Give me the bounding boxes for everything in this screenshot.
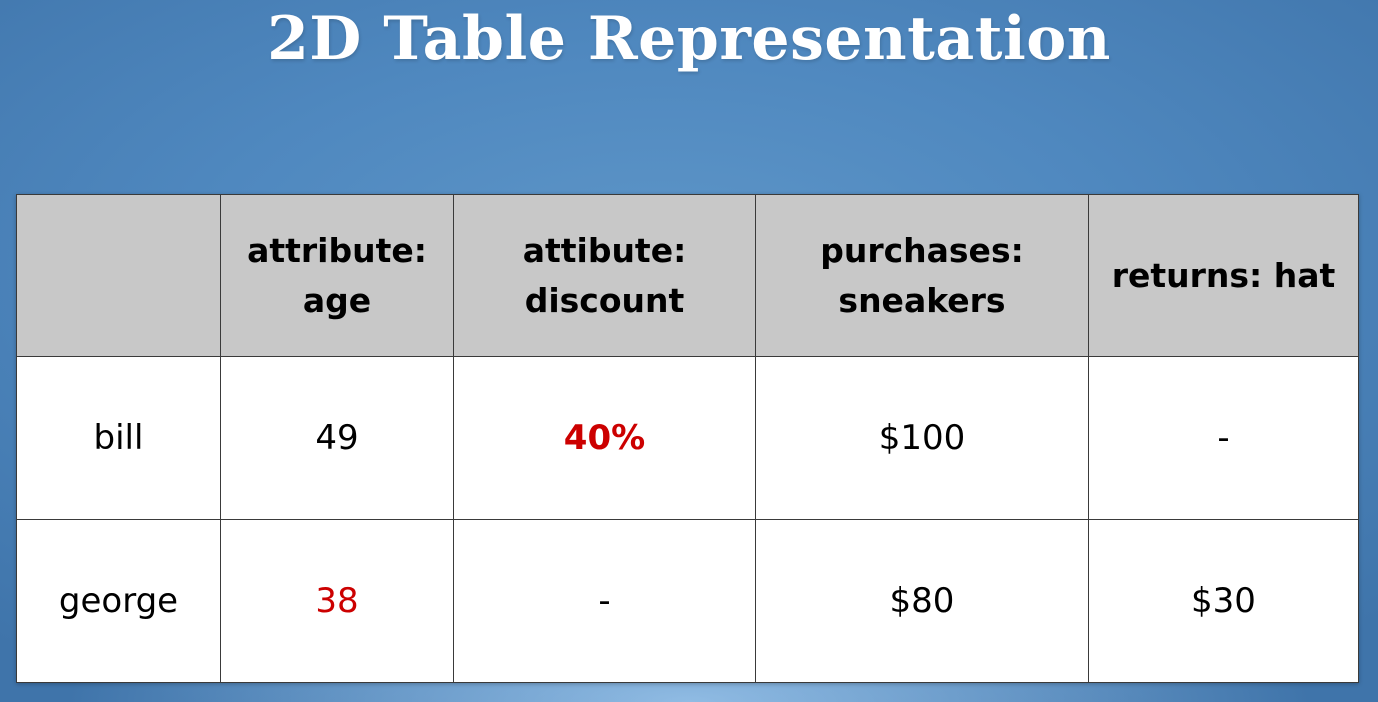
table-row: george 38 - $80 $30 xyxy=(16,519,1359,683)
cell-george-hat-returns: $30 xyxy=(1088,519,1359,683)
cell-george-discount: - xyxy=(453,519,756,683)
header-cell-attribute-discount: attibute: discount xyxy=(453,194,756,357)
cell-george-age: 38 xyxy=(220,519,454,683)
header-label: returns: hat xyxy=(1111,255,1336,295)
header-cell-purchases-sneakers: purchases: sneakers xyxy=(755,194,1089,357)
row-label-george: george xyxy=(16,519,221,683)
header-label: attibute: discount xyxy=(522,230,687,320)
cell-bill-age: 49 xyxy=(220,356,454,520)
slide-title: 2D Table Representation xyxy=(267,4,1111,74)
cell-george-sneakers: $80 xyxy=(755,519,1089,683)
row-label-bill: bill xyxy=(16,356,221,520)
table-header-row: attribute: age attibute: discount purcha… xyxy=(16,194,1359,357)
header-cell-attribute-age: attribute: age xyxy=(220,194,454,357)
header-label: attribute: age xyxy=(247,230,427,320)
header-label: purchases: sneakers xyxy=(820,230,1024,320)
cell-bill-sneakers: $100 xyxy=(755,356,1089,520)
data-table: attribute: age attibute: discount purcha… xyxy=(16,194,1359,683)
cell-bill-hat-returns: - xyxy=(1088,356,1359,520)
table-row: bill 49 40% $100 - xyxy=(16,356,1359,520)
header-cell-returns-hat: returns: hat xyxy=(1088,194,1359,357)
header-cell-corner xyxy=(16,194,221,357)
cell-bill-discount: 40% xyxy=(453,356,756,520)
